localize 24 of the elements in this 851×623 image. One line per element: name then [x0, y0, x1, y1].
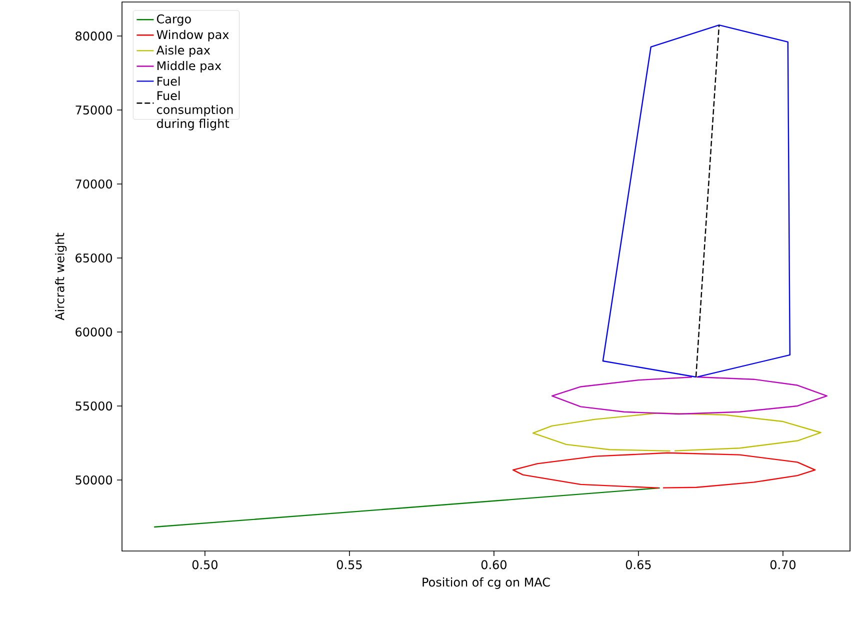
y-tick-label: 50000 [76, 475, 112, 484]
y-tick-label: 65000 [76, 253, 112, 263]
x-tick-label: 0.70 [770, 560, 796, 570]
legend-label: Fuel [157, 76, 180, 86]
y-tick-label: 55000 [76, 401, 112, 411]
line-series [512, 452, 816, 489]
y-tick-label: 75000 [76, 105, 112, 115]
y-axis-title: Aircraft weight [55, 232, 67, 320]
legend-label: Fuel consumption during flight [156, 90, 233, 130]
x-tick-label: 0.60 [481, 560, 506, 570]
line-series [532, 412, 822, 452]
y-tick-label: 60000 [76, 327, 112, 337]
legend-label: Aisle pax [156, 45, 210, 57]
y-tick-label: 70000 [76, 179, 112, 189]
line-series [602, 24, 790, 378]
x-axis-title: Position of cg on MAC [422, 577, 550, 589]
x-tick-label: 0.55 [336, 560, 362, 570]
y-tick-label: 80000 [76, 32, 112, 41]
line-series [551, 376, 828, 415]
x-tick-label: 0.50 [192, 560, 218, 570]
x-tick-label: 0.65 [626, 560, 651, 570]
legend-label: Cargo [156, 14, 191, 26]
legend-label: Middle pax [157, 60, 222, 73]
legend-label: Window pax [156, 30, 229, 42]
